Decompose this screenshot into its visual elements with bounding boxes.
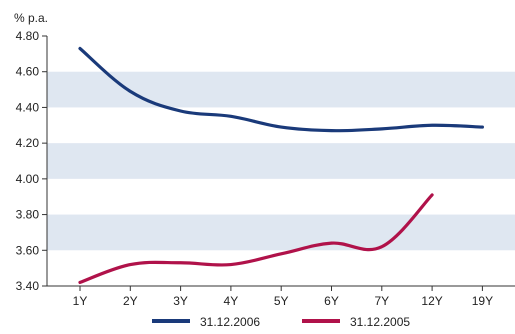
- y-axis-ticks: 3.40 3.60 3.80 4.00 4.20 4.40 4.60 4.80: [16, 29, 47, 293]
- x-tick-label: 6Y: [324, 294, 339, 308]
- y-tick-label: 4.00: [16, 172, 40, 186]
- x-tick-label: 7Y: [374, 294, 389, 308]
- y-tick-label: 3.40: [16, 279, 40, 293]
- y-unit-label: % p.a.: [14, 11, 48, 25]
- series-line: [78, 193, 434, 285]
- x-tick-label: 3Y: [173, 294, 188, 308]
- legend-label: 31.12.2006: [200, 315, 260, 329]
- x-tick-label: 12Y: [421, 294, 442, 308]
- y-tick-label: 4.40: [16, 100, 40, 114]
- x-tick-label: 4Y: [224, 294, 239, 308]
- series-lines: [78, 46, 484, 285]
- x-axis-ticks: 1Y 2Y 3Y 4Y 5Y 6Y 7Y 12Y 19Y: [73, 286, 493, 308]
- legend: 31.12.2006 31.12.2005: [152, 315, 410, 329]
- y-tick-label: 4.80: [16, 29, 40, 43]
- x-tick-label: 1Y: [73, 294, 88, 308]
- background-band: [47, 214, 515, 251]
- x-tick-label: 2Y: [123, 294, 138, 308]
- legend-label: 31.12.2005: [350, 315, 410, 329]
- x-tick-label: 5Y: [274, 294, 289, 308]
- y-tick-label: 4.60: [16, 65, 40, 79]
- background-bands: [47, 71, 515, 251]
- x-tick-label: 19Y: [472, 294, 493, 308]
- background-band: [47, 71, 515, 108]
- y-tick-label: 3.80: [16, 208, 40, 222]
- y-tick-label: 3.60: [16, 243, 40, 257]
- background-band: [47, 143, 515, 179]
- y-tick-label: 4.20: [16, 136, 40, 150]
- series-line: [78, 46, 484, 133]
